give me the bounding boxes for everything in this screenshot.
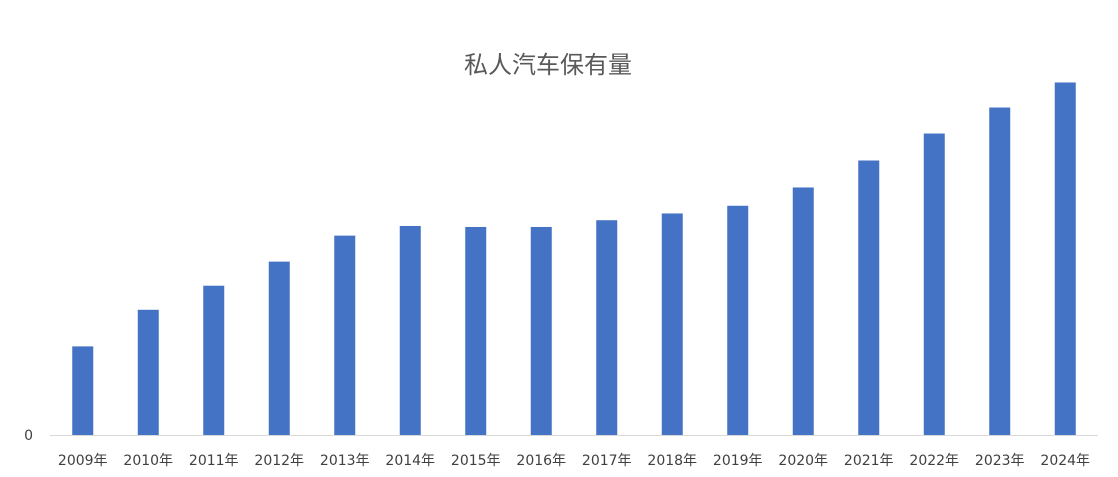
bar-2021年 [858,160,880,435]
x-tick-label: 2010年 [123,453,173,469]
bars-group [72,82,1076,435]
x-tick-label: 2011年 [189,453,239,469]
x-tick-label: 2016年 [516,453,566,469]
bar-2019年 [727,205,749,435]
x-tick-label: 2019年 [713,453,763,469]
y-tick-labels: 0 [24,428,33,444]
bar-2014年 [399,225,421,435]
bar-2011年 [203,285,225,435]
bar-2024年 [1054,82,1076,435]
x-tick-label: 2018年 [647,453,697,469]
bar-2023年 [989,107,1011,435]
bar-2013年 [334,235,356,435]
bar-2012年 [268,261,290,435]
bar-2020年 [792,187,814,435]
x-tick-label: 2024年 [1040,453,1090,469]
chart-title: 私人汽车保有量 [464,51,632,79]
bar-2010年 [137,309,159,435]
y-tick-label: 0 [24,428,33,444]
x-tick-label: 2012年 [254,453,304,469]
x-tick-label: 2023年 [975,453,1025,469]
bar-2016年 [530,226,552,435]
x-tick-label: 2017年 [582,453,632,469]
x-tick-label: 2021年 [844,453,894,469]
bar-2017年 [596,220,618,435]
bar-2015年 [465,226,487,435]
x-tick-label: 2014年 [385,453,435,469]
x-tick-label: 2015年 [451,453,501,469]
x-tick-label: 2022年 [909,453,959,469]
x-tick-label: 2020年 [778,453,828,469]
x-tick-label: 2009年 [58,453,108,469]
bar-2018年 [661,213,683,435]
bar-2009年 [72,346,94,435]
x-tick-label: 2013年 [320,453,370,469]
bar-2022年 [923,133,945,435]
x-tick-labels: 2009年 2010年 2011年 2012年 2013年 2014年 2015年 2016年… [58,453,1090,469]
